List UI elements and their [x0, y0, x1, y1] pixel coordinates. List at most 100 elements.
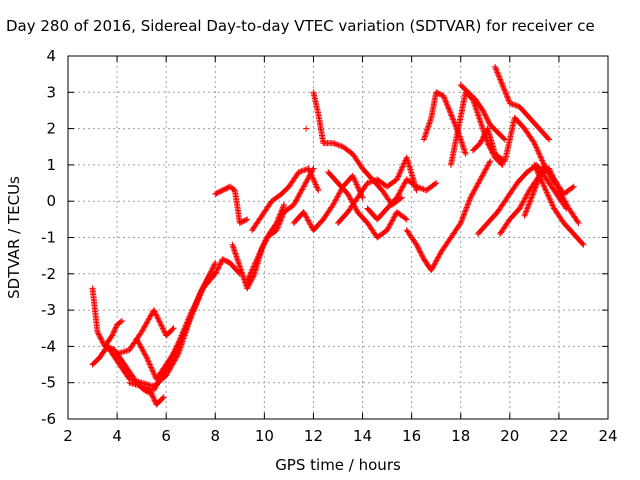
data-point	[350, 174, 357, 181]
data-point	[144, 357, 151, 364]
data-point	[151, 397, 158, 404]
data-point	[462, 208, 469, 215]
data-point	[531, 187, 538, 194]
data-point	[492, 65, 499, 72]
data-point	[485, 119, 492, 126]
data-point	[533, 144, 540, 151]
x-tick-label: 10	[255, 427, 274, 445]
data-point	[523, 208, 530, 215]
data-point	[256, 250, 263, 257]
data-point	[502, 89, 509, 96]
data-point	[394, 174, 401, 181]
data-point	[193, 300, 200, 307]
data-point	[188, 311, 195, 318]
data-point	[414, 184, 421, 191]
data-point	[533, 166, 540, 173]
data-point	[182, 325, 189, 332]
data-point	[445, 105, 452, 112]
data-point	[493, 68, 500, 75]
data-point	[196, 291, 203, 298]
data-point	[462, 207, 469, 214]
data-point	[447, 109, 454, 116]
data-point	[500, 84, 507, 91]
data-point	[364, 180, 371, 187]
data-point	[189, 308, 196, 315]
data-point	[534, 178, 541, 185]
data-point	[253, 257, 260, 264]
data-point	[195, 293, 202, 300]
data-point	[353, 180, 359, 187]
data-point	[261, 238, 268, 245]
data-point	[197, 290, 203, 297]
data-point	[451, 119, 458, 126]
y-tick-label: 0	[46, 192, 56, 210]
data-point	[368, 178, 375, 185]
data-point	[399, 164, 406, 171]
data-point	[498, 160, 505, 167]
data-point	[182, 327, 189, 334]
data-point	[535, 176, 542, 183]
data-point	[161, 328, 168, 335]
data-point	[142, 352, 149, 359]
data-point	[159, 324, 166, 331]
data-point	[309, 166, 316, 173]
data-point	[275, 221, 282, 228]
data-point	[160, 326, 167, 333]
data-point	[152, 311, 159, 318]
data-point	[349, 172, 356, 179]
data-point	[485, 118, 492, 125]
data-point	[244, 284, 251, 290]
data-point	[244, 285, 251, 292]
data-point	[480, 134, 487, 141]
data-point	[537, 154, 544, 161]
data-point	[149, 393, 156, 400]
data-point	[399, 163, 406, 170]
y-tick-label: 2	[46, 120, 56, 138]
data-point	[525, 201, 532, 208]
data-point	[400, 161, 407, 168]
data-point	[331, 140, 338, 147]
series-arc-10	[244, 165, 317, 285]
data-point	[541, 183, 548, 190]
data-point	[245, 275, 252, 282]
series-arc-11	[290, 172, 366, 234]
data-point	[539, 157, 546, 164]
data-point	[574, 218, 581, 225]
data-point	[537, 153, 544, 160]
data-point	[442, 97, 449, 104]
data-point	[547, 198, 554, 205]
data-point	[530, 188, 537, 195]
data-point	[465, 200, 472, 207]
data-point	[539, 167, 545, 174]
data-point	[157, 319, 164, 326]
data-point	[206, 272, 213, 279]
data-point	[217, 260, 224, 267]
data-point	[532, 164, 539, 171]
data-point	[108, 333, 115, 340]
data-point	[458, 217, 465, 224]
data-point	[303, 125, 310, 132]
data-point	[214, 265, 221, 272]
data-point	[191, 304, 198, 311]
data-point	[146, 361, 153, 368]
data-point	[214, 266, 221, 273]
data-point	[334, 141, 341, 148]
series-arc-20	[492, 63, 553, 143]
data-point	[393, 176, 400, 183]
data-point	[298, 168, 305, 175]
data-point	[497, 77, 504, 84]
data-point	[412, 182, 419, 189]
data-point	[419, 253, 426, 260]
data-point	[493, 66, 500, 73]
data-point	[110, 329, 117, 336]
data-point	[151, 308, 158, 315]
series-arc-9	[249, 165, 322, 234]
data-point	[297, 168, 304, 175]
data-point	[402, 215, 409, 222]
series-arc-22	[474, 161, 570, 237]
data-point	[281, 201, 287, 208]
data-point	[194, 296, 201, 303]
y-tick-label: -1	[41, 229, 56, 247]
grid-lines	[68, 56, 608, 419]
